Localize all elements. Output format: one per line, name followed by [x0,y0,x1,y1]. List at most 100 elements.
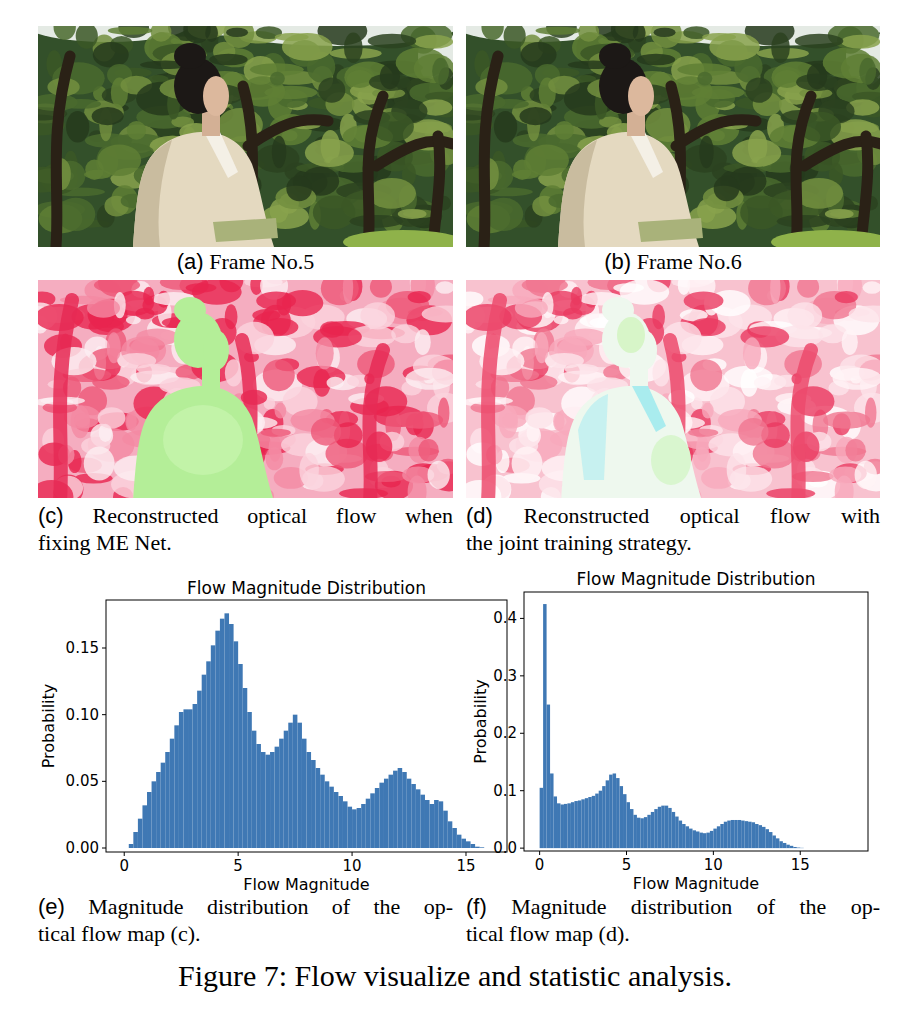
chart-title: Flow Magnitude Distribution [187,578,426,598]
flow-patch [770,280,780,304]
panel-caption-text: tical flow map (c). [38,921,201,946]
flow-patch [396,411,443,428]
histogram-bar [243,688,248,848]
flow-body [133,386,274,498]
flow-patch [512,447,543,481]
histogram-bar [124,848,129,849]
flow-patch [143,287,154,305]
histogram-bar [133,832,138,848]
histogram-bar [197,691,202,848]
histogram-bar [398,768,403,848]
histogram-bar [325,781,330,848]
figure-caption: Figure 7: Flow visualize and statistic a… [0,958,910,994]
histogram-bar [211,645,216,848]
flow-patch [788,302,823,329]
histogram-bar [416,789,421,848]
histogram-bar [672,812,675,848]
x-tick [713,851,714,855]
histogram-bar [475,847,480,848]
foliage [318,77,345,102]
panel-caption-text: Magnitude distribution of the op- [511,894,880,919]
histogram-bar [811,848,814,849]
flow-patch [428,461,450,489]
photo-background [466,26,880,247]
histogram-bar [585,798,588,848]
foliage [223,26,254,48]
foliage [209,54,247,66]
x-tick-label: 0 [535,856,545,874]
histogram-bar [430,804,435,848]
panel-caption-text: Reconstructed optical flow when [93,503,453,528]
histogram-bar [571,802,574,848]
foliage [272,136,287,169]
histogram-bar [334,792,339,848]
collar [629,132,663,178]
flow-patch [263,359,295,391]
histogram-bar [623,794,626,848]
histogram-bar [797,847,800,849]
foliage [347,70,373,88]
histogram-bar [790,846,793,848]
plot-frame [524,592,868,851]
histogram-bar [706,833,709,849]
foliage [398,209,427,219]
histogram-bar [357,808,362,848]
hair-bun [599,43,631,69]
histogram-bar [574,801,577,848]
foliage [367,178,416,209]
histogram-bar [661,806,664,848]
histogram-bar [147,792,152,848]
chart: 0510150.000.050.100.15Flow Magnitude Dis… [39,578,507,894]
histogram-bar [370,793,375,848]
histogram-bar [807,848,810,849]
histogram-bar [329,787,334,848]
flow-patch [327,377,344,389]
histogram-bar [393,771,398,848]
kimono-shade [558,140,597,247]
histogram-bar [581,799,584,848]
flow-patch [688,429,718,437]
histogram-bar [311,760,316,848]
foliage [841,35,880,49]
histogram-bar [316,768,321,848]
flow-person [133,297,274,498]
foliage [350,215,404,228]
histogram-bar [759,825,762,848]
panel-label: (f) [466,894,487,919]
y-tick-label: 0.05 [66,772,99,790]
foliage [699,136,714,169]
histogram-bar [361,804,366,848]
foliage [774,70,800,88]
histogram-bar [129,844,134,848]
histogram-bar [234,641,239,848]
x-tick-label: 15 [456,857,475,875]
x-tick-label: 5 [233,857,243,875]
histogram-bar [142,805,147,848]
foliage [368,34,417,48]
histogram-bar [699,833,702,849]
panel-caption-line: tical flow map (d). [466,921,880,947]
panel-caption-line: (d) Reconstructed optical flow with [466,503,880,529]
foliage [709,33,760,61]
histogram-bar [689,829,692,849]
bars [129,613,484,848]
histogram-bar [554,796,557,848]
foliage [66,111,89,142]
panel-label: (c) [38,503,64,528]
histogram-bar [279,739,284,848]
y-tick [520,618,524,619]
histogram-bar [261,752,266,848]
flow-trunk [488,300,500,498]
histogram-bar [654,809,657,848]
histogram-bar [215,631,220,848]
histogram-bar [679,821,682,849]
histogram-bar [461,839,466,848]
histogram-bar [755,824,758,848]
bars [540,604,804,848]
foliage [520,107,552,125]
histogram-bar [748,822,751,848]
flow-patch [833,368,880,390]
foliage [714,176,740,202]
flow-cyan [632,386,666,432]
histogram-bar [731,820,734,848]
